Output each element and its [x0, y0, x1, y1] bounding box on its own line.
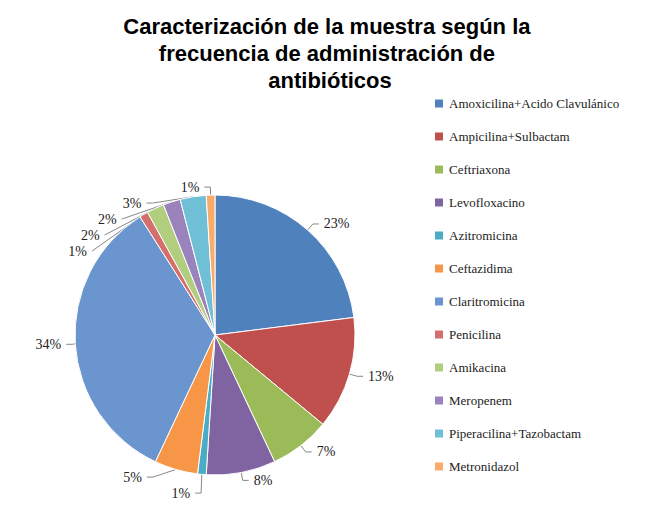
- svg-text:Ceftriaxona: Ceftriaxona: [449, 162, 511, 177]
- svg-text:8%: 8%: [254, 473, 273, 488]
- svg-text:Azitromicina: Azitromicina: [449, 228, 518, 243]
- svg-text:3%: 3%: [123, 196, 142, 211]
- svg-text:2%: 2%: [81, 228, 100, 243]
- svg-text:7%: 7%: [317, 444, 336, 459]
- svg-text:34%: 34%: [36, 337, 62, 352]
- svg-text:13%: 13%: [368, 369, 394, 384]
- svg-text:Penicilina: Penicilina: [449, 327, 501, 342]
- svg-text:Metronidazol: Metronidazol: [449, 459, 519, 474]
- svg-text:Caracterización de la muestra: Caracterización de la muestra según la: [123, 14, 536, 39]
- svg-text:Levofloxacino: Levofloxacino: [449, 195, 525, 210]
- svg-text:frecuencia de administración d: frecuencia de administración de: [159, 41, 501, 66]
- svg-text:1%: 1%: [68, 244, 87, 259]
- svg-text:Amikacina: Amikacina: [449, 360, 506, 375]
- svg-text:2%: 2%: [98, 212, 117, 227]
- svg-text:Piperacilina+Tazobactam: Piperacilina+Tazobactam: [449, 426, 581, 441]
- svg-text:5%: 5%: [123, 470, 142, 485]
- svg-text:1%: 1%: [171, 486, 190, 501]
- svg-text:antibióticos: antibióticos: [268, 68, 391, 93]
- svg-text:23%: 23%: [324, 216, 350, 231]
- svg-text:Claritromicina: Claritromicina: [449, 294, 525, 309]
- svg-text:Ceftazidima: Ceftazidima: [449, 261, 513, 276]
- svg-text:Ampicilina+Sulbactam: Ampicilina+Sulbactam: [449, 129, 570, 144]
- svg-text:1%: 1%: [181, 180, 200, 195]
- svg-text:Amoxicilina+Acido Clavulánico: Amoxicilina+Acido Clavulánico: [449, 96, 619, 111]
- svg-text:Meropenem: Meropenem: [449, 393, 512, 408]
